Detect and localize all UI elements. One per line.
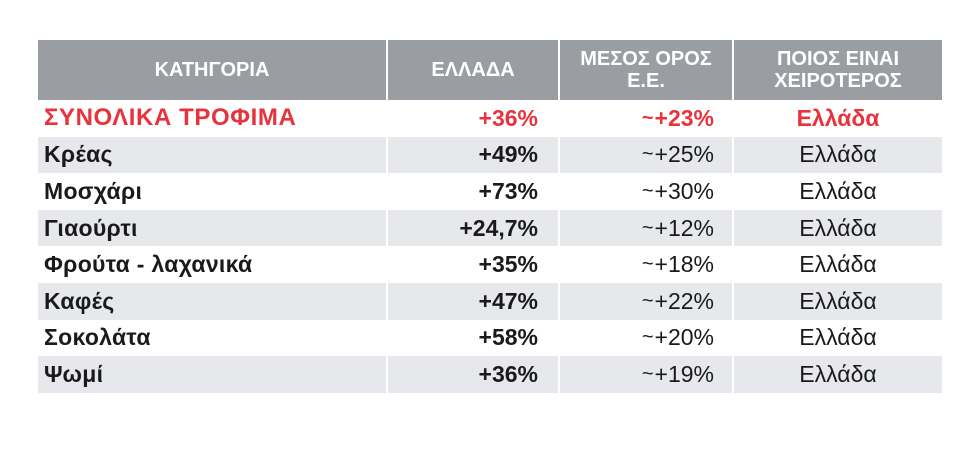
category-cell: Φρούτα - λαχανικά <box>44 251 253 278</box>
greece-cell: +58% <box>386 319 558 357</box>
category-cell: Μοσχάρι <box>44 177 143 204</box>
approx-symbol: ~ <box>641 143 654 166</box>
eu-average-cell: ~ +20% <box>558 319 732 357</box>
table-row: Ψωμί +36% ~ +19% Ελλάδα <box>38 356 942 393</box>
greece-cell: +35% <box>386 246 558 283</box>
category-cell: Καφές <box>44 287 115 314</box>
category-cell: Σοκολάτα <box>44 324 151 351</box>
eu-average-value: +12% <box>654 214 714 241</box>
approx-symbol: ~ <box>641 289 654 312</box>
table-row: Σοκολάτα +58% ~ +20% Ελλάδα <box>38 319 942 357</box>
greece-cell: +47% <box>386 282 558 320</box>
price-comparison-table: ΚΑΤΗΓΟΡΙΑ ΕΛΛΑΔΑ ΜΕΣΟΣ ΟΡΟΣ Ε.Ε. ΠΟΙΟΣ Ε… <box>38 40 942 393</box>
category-cell: Ψωμί <box>44 360 104 387</box>
approx-symbol: ~ <box>641 253 654 276</box>
eu-average-cell: ~ +25% <box>558 136 732 174</box>
header-greece: ΕΛΛΑΔΑ <box>386 40 558 100</box>
eu-average-value: +25% <box>654 141 714 168</box>
category-cell: Κρέας <box>44 141 113 168</box>
table-row-total: ΣΥΝΟΛΙΚΑ ΤΡΟΦΙΜΑ +36% ~ +23% Ελλάδα <box>38 100 942 137</box>
category-cell: ΣΥΝΟΛΙΚΑ ΤΡΟΦΙΜΑ <box>44 104 297 132</box>
eu-average-value: +18% <box>654 251 714 278</box>
worst-cell: Ελλάδα <box>732 136 942 174</box>
table-row: Φρούτα - λαχανικά +35% ~ +18% Ελλάδα <box>38 246 942 283</box>
greece-cell: +49% <box>386 136 558 174</box>
approx-symbol: ~ <box>641 362 654 385</box>
worst-cell: Ελλάδα <box>732 282 942 320</box>
approx-symbol: ~ <box>641 326 654 349</box>
worst-cell: Ελλάδα <box>732 209 942 247</box>
approx-symbol: ~ <box>641 216 654 239</box>
approx-symbol: ~ <box>641 106 654 129</box>
header-category: ΚΑΤΗΓΟΡΙΑ <box>154 59 270 81</box>
eu-average-value: +30% <box>654 177 714 204</box>
worst-cell: Ελλάδα <box>732 356 942 393</box>
eu-average-cell: ~ +22% <box>558 282 732 320</box>
worst-cell: Ελλάδα <box>732 246 942 283</box>
header-worst: ΠΟΙΟΣ ΕΙΝΑΙ ΧΕΙΡΟΤΕΡΟΣ <box>732 40 942 100</box>
worst-cell: Ελλάδα <box>732 173 942 210</box>
approx-symbol: ~ <box>641 179 654 202</box>
worst-cell: Ελλάδα <box>732 319 942 357</box>
table-row: Κρέας +49% ~ +25% Ελλάδα <box>38 136 942 174</box>
greece-cell: +36% <box>386 100 558 137</box>
eu-average-value: +22% <box>654 287 714 314</box>
eu-average-value: +20% <box>654 324 714 351</box>
greece-cell: +24,7% <box>386 209 558 247</box>
category-cell: Γιαούρτι <box>44 214 138 241</box>
eu-average-cell: ~ +19% <box>558 356 732 393</box>
eu-average-value: +19% <box>654 360 714 387</box>
table-row: Γιαούρτι +24,7% ~ +12% Ελλάδα <box>38 209 942 247</box>
worst-cell: Ελλάδα <box>732 100 942 137</box>
table-header: ΚΑΤΗΓΟΡΙΑ ΕΛΛΑΔΑ ΜΕΣΟΣ ΟΡΟΣ Ε.Ε. ΠΟΙΟΣ Ε… <box>38 40 942 100</box>
table-row: Καφές +47% ~ +22% Ελλάδα <box>38 282 942 320</box>
eu-average-value: +23% <box>654 104 714 131</box>
header-eu-average: ΜΕΣΟΣ ΟΡΟΣ Ε.Ε. <box>558 40 732 100</box>
eu-average-cell: ~ +18% <box>558 246 732 283</box>
eu-average-cell: ~ +23% <box>558 100 732 137</box>
greece-cell: +73% <box>386 173 558 210</box>
eu-average-cell: ~ +30% <box>558 173 732 210</box>
greece-cell: +36% <box>386 356 558 393</box>
eu-average-cell: ~ +12% <box>558 209 732 247</box>
table-row: Μοσχάρι +73% ~ +30% Ελλάδα <box>38 173 942 210</box>
